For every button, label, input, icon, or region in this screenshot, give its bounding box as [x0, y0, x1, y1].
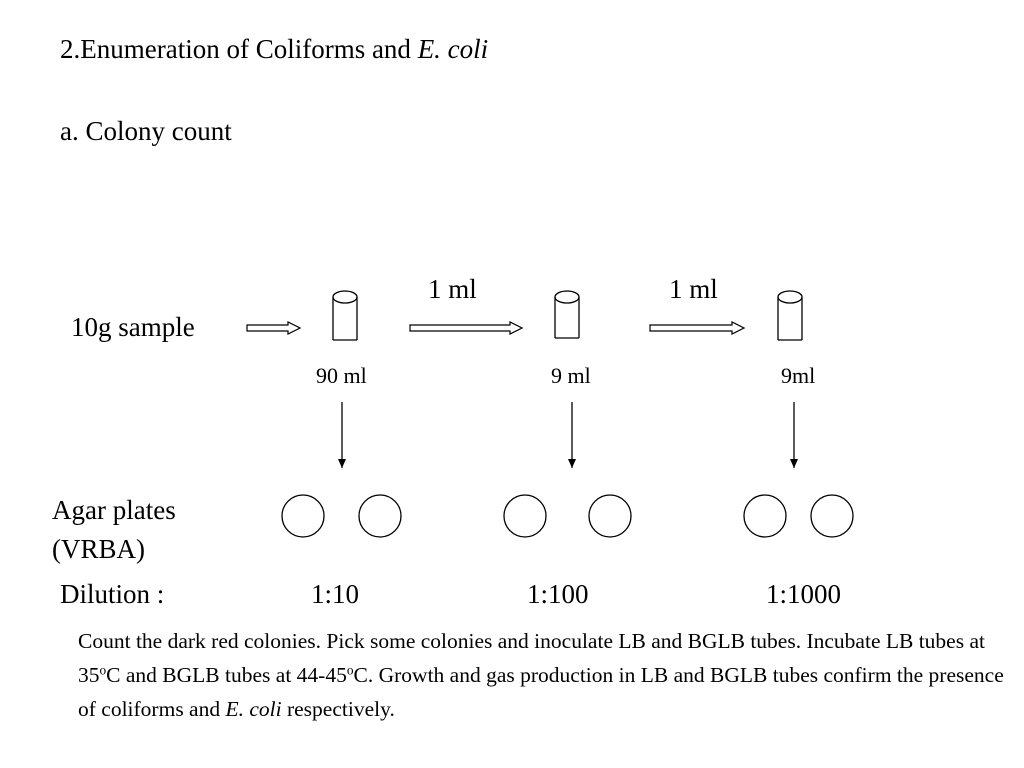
note-organism: E. coli — [225, 697, 282, 721]
plate — [358, 494, 402, 538]
tube-1 — [332, 290, 358, 341]
transfer-label-2: 1 ml — [669, 274, 718, 304]
note-text-1: Count the dark red colonies. Pick some c… — [78, 629, 985, 687]
dilution-2: 1:100 — [527, 579, 589, 609]
transfer-label-1: 1 ml — [428, 274, 477, 304]
tube-volume-2: 9 ml — [551, 363, 591, 388]
note-text-2: C and BGLB tubes at 44-45 — [106, 663, 347, 687]
tube-2 — [554, 290, 580, 339]
section-subtitle: a. Colony count — [60, 116, 232, 146]
transfer-arrow-2 — [649, 321, 746, 335]
dilution-3: 1:1000 — [766, 579, 842, 609]
plate — [503, 494, 547, 538]
sample-arrow — [246, 321, 302, 335]
dilution-label: Dilution : — [60, 579, 165, 609]
title-text: 2.Enumeration of Coliforms and — [60, 34, 418, 64]
plates-medium-label: (VRBA) — [52, 534, 145, 564]
plates-label: Agar plates — [52, 495, 176, 525]
dilution-1: 1:10 — [311, 579, 360, 609]
degree-mark-1: o — [99, 662, 107, 678]
plate — [810, 494, 854, 538]
degree-mark-2: o — [346, 662, 354, 678]
note-text-3: C. Growth and gas production in LB and B… — [78, 663, 1004, 721]
plating-arrows — [338, 402, 798, 468]
title-organism: E. coli — [417, 34, 489, 64]
plate — [588, 494, 632, 538]
procedure-note: Count the dark red colonies. Pick some c… — [78, 624, 1008, 726]
tube-3 — [777, 290, 803, 341]
note-text-4: respectively. — [281, 697, 395, 721]
transfer-arrow-1 — [409, 321, 524, 335]
tube-volume-3: 9ml — [781, 363, 816, 388]
plate — [281, 494, 325, 538]
plate — [743, 494, 787, 538]
agar-plates — [281, 494, 854, 538]
page-title: 2.Enumeration of Coliforms and E. coli — [60, 36, 488, 63]
transfer-arrows — [246, 321, 746, 335]
sample-label: 10g sample — [71, 312, 195, 342]
dilution-tubes — [332, 290, 803, 341]
tube-volume-1: 90 ml — [316, 363, 367, 388]
